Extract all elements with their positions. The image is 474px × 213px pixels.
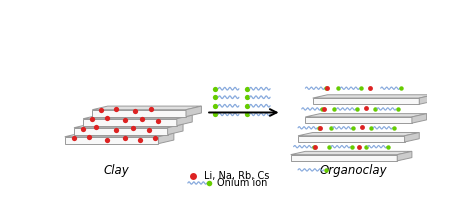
Text: Onium ion: Onium ion [217,178,268,188]
Polygon shape [186,106,201,117]
Polygon shape [65,137,158,144]
Text: Clay: Clay [103,164,129,177]
Polygon shape [74,128,168,135]
Polygon shape [291,151,412,155]
Polygon shape [313,98,419,104]
Polygon shape [92,110,186,117]
Polygon shape [74,124,183,128]
Polygon shape [168,124,183,135]
Polygon shape [83,115,192,119]
Polygon shape [313,95,434,98]
Polygon shape [65,133,174,137]
Polygon shape [291,155,397,161]
Text: Li, Na, Rb, Cs: Li, Na, Rb, Cs [204,171,269,181]
Polygon shape [305,117,412,123]
Polygon shape [419,95,434,104]
Polygon shape [92,106,201,110]
Polygon shape [305,114,427,117]
Polygon shape [405,132,419,142]
Polygon shape [158,133,174,144]
Polygon shape [177,115,192,126]
Polygon shape [412,114,427,123]
Text: Organoclay: Organoclay [319,164,387,177]
Polygon shape [83,119,177,126]
Polygon shape [397,151,412,161]
Polygon shape [298,132,419,136]
Polygon shape [298,136,405,142]
